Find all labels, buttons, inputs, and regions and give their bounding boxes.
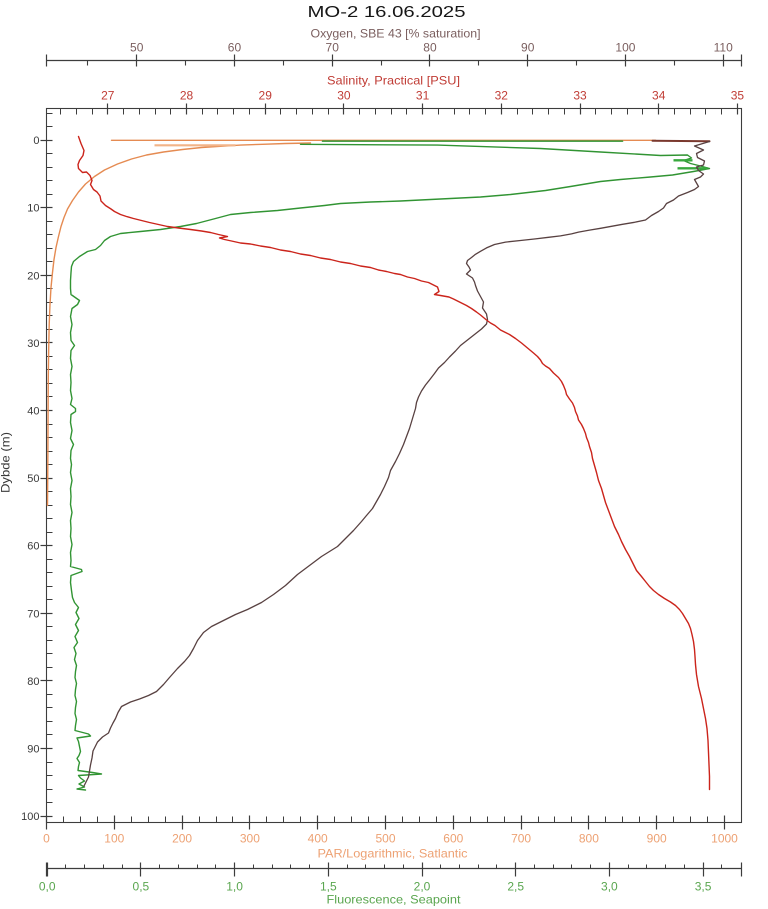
svg-text:0,5: 0,5 bbox=[133, 880, 150, 894]
svg-text:0: 0 bbox=[33, 135, 39, 147]
svg-text:1,5: 1,5 bbox=[320, 880, 337, 894]
svg-text:0: 0 bbox=[43, 832, 50, 846]
svg-text:50: 50 bbox=[27, 473, 39, 485]
svg-text:MO-2 16.06.2025: MO-2 16.06.2025 bbox=[308, 4, 466, 21]
svg-text:32: 32 bbox=[495, 89, 509, 103]
svg-text:70: 70 bbox=[326, 41, 340, 55]
svg-text:60: 60 bbox=[228, 41, 242, 55]
svg-text:34: 34 bbox=[652, 89, 666, 103]
svg-text:100: 100 bbox=[104, 832, 124, 846]
svg-text:0,0: 0,0 bbox=[39, 880, 56, 894]
svg-text:700: 700 bbox=[511, 832, 531, 846]
svg-text:300: 300 bbox=[240, 832, 260, 846]
svg-text:1,0: 1,0 bbox=[226, 880, 243, 894]
svg-text:70: 70 bbox=[27, 608, 39, 620]
svg-text:Oxygen, SBE 43 [% saturation]: Oxygen, SBE 43 [% saturation] bbox=[311, 27, 481, 41]
svg-text:800: 800 bbox=[579, 832, 599, 846]
svg-text:Dybde (m): Dybde (m) bbox=[0, 432, 13, 493]
svg-text:30: 30 bbox=[337, 89, 351, 103]
svg-text:40: 40 bbox=[27, 406, 39, 418]
svg-text:100: 100 bbox=[615, 41, 635, 55]
svg-text:600: 600 bbox=[443, 832, 463, 846]
svg-text:Fluorescence, Seapoint: Fluorescence, Seapoint bbox=[327, 893, 462, 907]
svg-text:30: 30 bbox=[27, 338, 39, 350]
svg-text:35: 35 bbox=[731, 89, 745, 103]
svg-text:2,5: 2,5 bbox=[507, 880, 524, 894]
svg-text:80: 80 bbox=[423, 41, 437, 55]
svg-text:500: 500 bbox=[375, 832, 395, 846]
svg-text:PAR/Logarithmic, Satlantic: PAR/Logarithmic, Satlantic bbox=[318, 847, 468, 861]
svg-text:3,5: 3,5 bbox=[695, 880, 712, 894]
svg-text:1000: 1000 bbox=[711, 832, 738, 846]
svg-text:400: 400 bbox=[308, 832, 328, 846]
svg-text:27: 27 bbox=[101, 89, 115, 103]
svg-text:31: 31 bbox=[416, 89, 430, 103]
svg-text:900: 900 bbox=[647, 832, 667, 846]
svg-text:50: 50 bbox=[130, 41, 144, 55]
svg-text:3,0: 3,0 bbox=[601, 880, 618, 894]
svg-text:29: 29 bbox=[259, 89, 273, 103]
svg-text:110: 110 bbox=[714, 41, 733, 55]
svg-text:90: 90 bbox=[521, 41, 535, 55]
svg-text:20: 20 bbox=[27, 270, 39, 282]
svg-text:80: 80 bbox=[27, 676, 39, 688]
svg-text:28: 28 bbox=[180, 89, 194, 103]
svg-text:100: 100 bbox=[21, 811, 39, 823]
svg-text:90: 90 bbox=[27, 744, 39, 756]
svg-text:33: 33 bbox=[573, 89, 587, 103]
svg-text:200: 200 bbox=[172, 832, 192, 846]
svg-text:Salinity, Practical [PSU]: Salinity, Practical [PSU] bbox=[327, 74, 460, 88]
svg-text:2,0: 2,0 bbox=[414, 880, 431, 894]
svg-text:60: 60 bbox=[27, 541, 39, 553]
svg-text:10: 10 bbox=[27, 203, 39, 215]
